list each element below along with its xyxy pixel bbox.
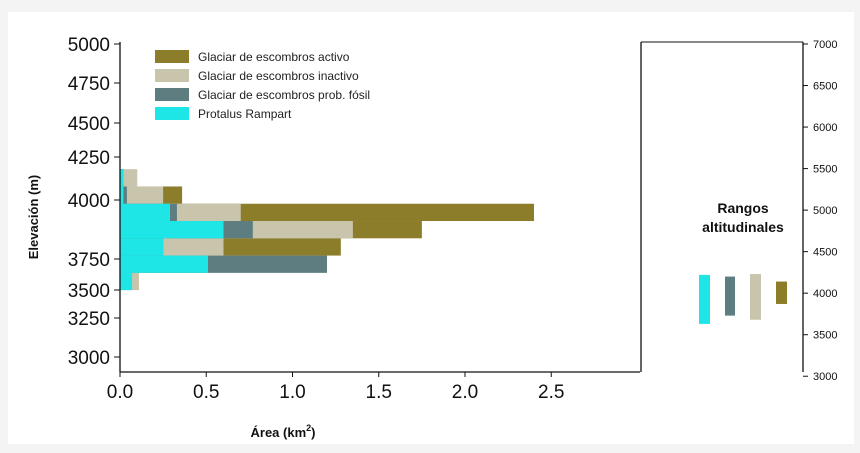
bar-3-3 <box>120 221 224 239</box>
legend-label-3: Protalus Rampart <box>198 107 292 121</box>
legend-label-1: Glaciar de escombros inactivo <box>198 69 359 83</box>
y-tick-label: 5000 <box>68 35 110 56</box>
range-bar-2 <box>750 274 761 320</box>
y-tick-label: 4000 <box>68 191 110 212</box>
y-tick-label: 3500 <box>68 281 110 302</box>
range-bar-1 <box>725 276 735 316</box>
y-tick-label: 4250 <box>68 148 110 169</box>
legend: Glaciar de escombros activo Glaciar de es… <box>155 50 370 121</box>
x-axis-title: Área (km2) <box>251 423 316 440</box>
legend-swatch-2 <box>155 88 189 101</box>
bar-3-0 <box>120 169 124 187</box>
y2-tick-label: 3000 <box>813 371 837 383</box>
ranges-title-line1: Rangos <box>717 200 769 216</box>
legend-swatch-0 <box>155 50 189 63</box>
x-tick-label: 2.5 <box>538 382 564 403</box>
range-bar-0 <box>699 274 710 324</box>
y-tick-label: 3250 <box>68 309 110 330</box>
bars-layer <box>120 169 534 291</box>
y-tick-label: 3000 <box>68 348 110 369</box>
legend-swatch-3 <box>155 107 189 120</box>
y2-tick-label: 4500 <box>813 247 837 259</box>
y2-tick-label: 5500 <box>813 164 837 176</box>
x-tick-label: 0.5 <box>193 382 219 403</box>
y-tick-label: 4500 <box>68 114 110 135</box>
range-bar-3 <box>776 281 787 304</box>
y-axis-title: Elevación (m) <box>26 175 41 260</box>
ranges-title-line2: altitudinales <box>702 219 784 235</box>
y-tick-label: 3750 <box>68 250 110 271</box>
y2-tick-label: 5000 <box>813 205 837 217</box>
x-tick-label: 1.5 <box>366 382 392 403</box>
y2-tick-label: 6000 <box>813 122 837 134</box>
x-tick-label: 1.0 <box>279 382 305 403</box>
x-axis-title-text: Área (km <box>251 425 307 440</box>
legend-swatch-1 <box>155 69 189 82</box>
y2-tick-label: 4000 <box>813 288 837 300</box>
bar-3-1 <box>120 186 124 204</box>
bar-3-5 <box>120 255 208 273</box>
altitudinal-ranges-panel: Rangos altitudinales <box>699 200 787 324</box>
legend-label-0: Glaciar de escombros activo <box>198 50 350 64</box>
axes-layer: 5000 4750 4500 4250 4000 3750 3500 3250 3000 7000… <box>68 35 838 403</box>
x-tick-label: 0.0 <box>107 382 133 403</box>
bar-1-1 <box>120 186 164 204</box>
x-tick-label: 2.0 <box>452 382 478 403</box>
bar-3-6 <box>120 272 133 291</box>
legend-label-2: Glaciar de escombros prob. fósil <box>198 88 370 102</box>
y2-tick-label: 6500 <box>813 81 837 93</box>
bar-3-4 <box>120 238 164 256</box>
bar-3-2 <box>120 203 171 222</box>
y2-tick-label: 7000 <box>813 39 837 51</box>
x-axis-title-close: ) <box>311 425 315 440</box>
y-tick-label: 4750 <box>68 74 110 95</box>
x-axis-title-sup: 2 <box>306 423 311 433</box>
y2-tick-label: 3500 <box>813 330 837 342</box>
bar-1-0 <box>120 169 138 187</box>
